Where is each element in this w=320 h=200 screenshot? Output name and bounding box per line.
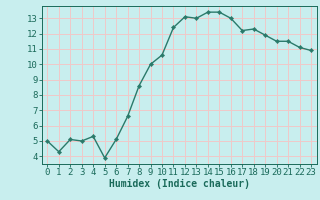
X-axis label: Humidex (Indice chaleur): Humidex (Indice chaleur) <box>109 179 250 189</box>
